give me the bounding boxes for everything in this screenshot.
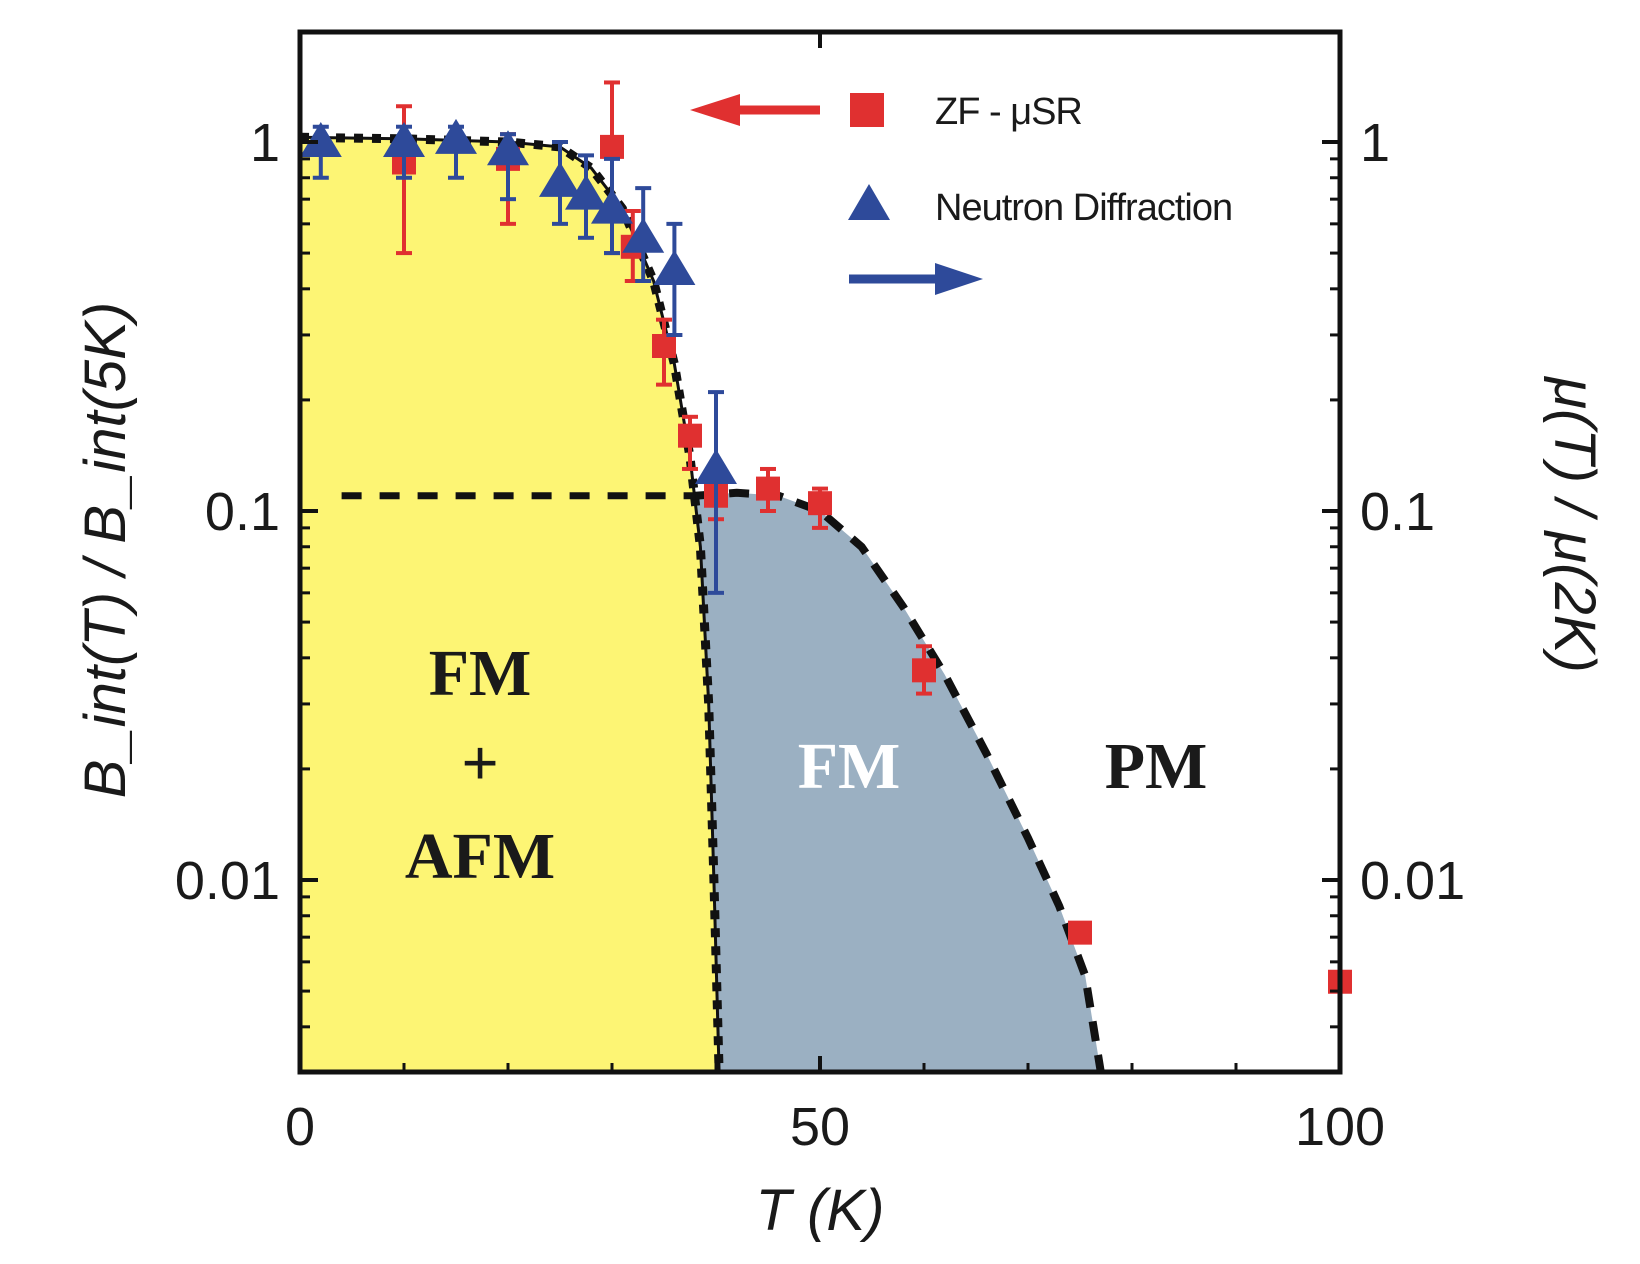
legend-label-neutron: Neutron Diffraction xyxy=(935,187,1232,229)
region-label-fm: FM xyxy=(429,637,532,710)
legend: ZF - μSR Neutron Diffraction xyxy=(690,91,1233,295)
neutron-point xyxy=(622,217,665,253)
region-label-plus: + xyxy=(461,727,499,800)
data-marks xyxy=(299,80,1352,994)
region-label-fm-only: FM xyxy=(798,730,901,803)
y-right-tick-label: 1 xyxy=(1360,113,1390,173)
neutron-point xyxy=(435,118,477,154)
neutron-point xyxy=(591,188,633,224)
legend-square-marker xyxy=(850,93,884,127)
x-axis-label: T (K) xyxy=(756,1178,885,1243)
phase-regions xyxy=(300,137,1101,1072)
legend-label-zf-musr: ZF - μSR xyxy=(935,91,1082,133)
neutron-point xyxy=(565,174,607,210)
x-tick-label: 100 xyxy=(1295,1097,1385,1157)
y-tick-label: 0.01 xyxy=(175,851,280,911)
zf-musr-point xyxy=(756,476,780,501)
fm-region xyxy=(695,492,1101,1072)
y-axis-label: B_int(T) / B_int(5K) xyxy=(73,302,138,798)
y-right-tick-label: 0.01 xyxy=(1360,851,1465,911)
legend-triangle-marker xyxy=(848,184,890,220)
neutron-point xyxy=(539,161,581,197)
region-label-afm: AFM xyxy=(405,820,555,893)
y-right-axis-label: μ(T) / μ(2K) xyxy=(1542,375,1607,673)
zf-musr-point xyxy=(678,423,702,448)
y-right-tick-label: 0.1 xyxy=(1360,482,1435,542)
zf-musr-point xyxy=(652,333,676,358)
neutron-point xyxy=(383,122,425,157)
x-tick-label: 50 xyxy=(790,1097,850,1157)
right-arrow-head-icon xyxy=(935,263,983,295)
fm-afm-region xyxy=(300,137,720,1072)
zf-musr-point xyxy=(808,491,832,516)
y-tick-label: 0.1 xyxy=(205,482,280,542)
zf-musr-point xyxy=(600,134,624,159)
region-label-pm: PM xyxy=(1105,730,1208,803)
neutron-point xyxy=(653,249,696,285)
neutron-point xyxy=(695,448,737,484)
y-tick-label: 1 xyxy=(250,113,280,173)
zf-musr-point xyxy=(1068,920,1092,945)
zf-musr-point xyxy=(912,658,936,683)
neutron-point xyxy=(299,122,342,157)
x-tick-label: 0 xyxy=(285,1097,315,1157)
axis-ticks xyxy=(298,32,1342,1072)
neutron-point xyxy=(487,130,529,166)
left-arrow-head-icon xyxy=(690,94,740,126)
